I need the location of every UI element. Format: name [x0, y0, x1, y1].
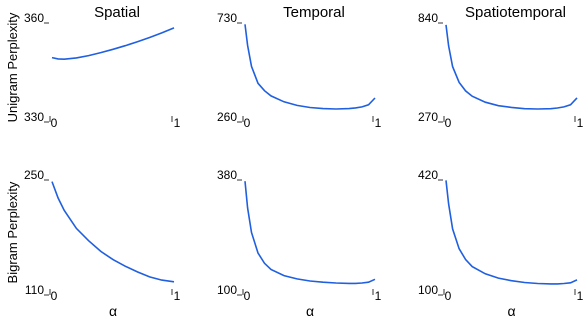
series-line: [51, 27, 175, 61]
x-tick-label-right: 1: [375, 116, 382, 130]
x-tick-label-right: 1: [174, 289, 181, 303]
y-tick-label-top: 360: [24, 11, 44, 25]
x-axis-label: α: [109, 303, 117, 319]
x-tick-label-right: 1: [174, 116, 181, 130]
y-tick-label-bottom: 270: [418, 110, 438, 124]
x-tick-label-left: 0: [51, 116, 58, 130]
chart-panel-6: 420 100 0 1 α: [418, 168, 584, 319]
y-tick-label-top: 840: [418, 11, 438, 25]
y-axis-label: Bigram Perplexity: [5, 181, 20, 283]
series-line: [445, 24, 578, 110]
x-tick-label-left: 0: [445, 116, 452, 130]
x-tick-label-left: 0: [244, 289, 251, 303]
x-tick-label-right: 1: [375, 289, 382, 303]
y-tick-label-bottom: 110: [25, 283, 44, 297]
y-tick-label-bottom: 330: [24, 110, 44, 124]
chart-panel-1: Spatial 360 330 0 1 Unigram Perplexity: [5, 4, 181, 130]
panel-title: Temporal: [283, 4, 345, 21]
panel-title: Spatial: [94, 4, 140, 21]
y-tick-label-top: 420: [418, 168, 438, 182]
series-line: [445, 180, 578, 285]
y-tick-label-top: 380: [217, 168, 237, 182]
y-tick-label-top: 250: [24, 168, 44, 182]
y-tick-label-bottom: 100: [217, 283, 237, 297]
x-tick-label-left: 0: [445, 289, 452, 303]
chart-panel-5: 380 100 0 1 α: [217, 168, 382, 319]
series-line: [244, 24, 376, 110]
chart-panel-3: Spatiotemporal 840 270 0 1: [418, 4, 584, 130]
y-tick-label-bottom: 260: [217, 110, 237, 124]
x-tick-label-right: 1: [577, 116, 584, 130]
series-line: [244, 181, 376, 285]
chart-panel-4: 250 110 0 1 Bigram Perplexity α: [5, 168, 181, 319]
y-tick-label-top: 730: [217, 11, 237, 25]
x-axis-label: α: [507, 303, 515, 319]
y-tick-label-bottom: 100: [418, 283, 438, 297]
x-axis-label: α: [306, 303, 314, 319]
y-axis-label: Unigram Perplexity: [5, 12, 20, 122]
chart-panel-2: Temporal 730 260 0 1: [217, 4, 382, 130]
x-tick-label-right: 1: [577, 289, 584, 303]
series-line: [51, 181, 175, 283]
panel-title: Spatiotemporal: [465, 4, 566, 21]
x-tick-label-left: 0: [244, 116, 251, 130]
x-tick-label-left: 0: [51, 289, 58, 303]
